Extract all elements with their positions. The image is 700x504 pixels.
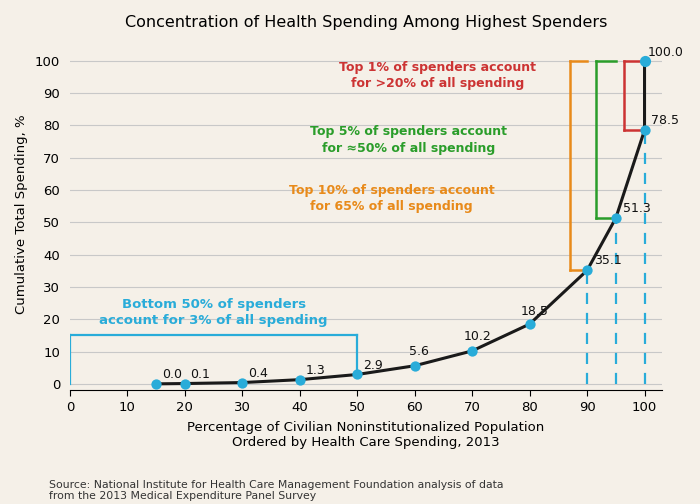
Text: 0.1: 0.1 <box>190 368 211 381</box>
Text: Source: National Institute for Health Care Management Foundation analysis of dat: Source: National Institute for Health Ca… <box>49 480 503 501</box>
Text: 0.0: 0.0 <box>162 368 182 381</box>
Text: 18.5: 18.5 <box>521 304 549 318</box>
Text: 0.4: 0.4 <box>248 367 268 380</box>
Point <box>237 379 248 387</box>
Text: 2.9: 2.9 <box>363 359 383 372</box>
Text: 51.3: 51.3 <box>623 202 650 215</box>
Point <box>179 380 190 388</box>
Point <box>639 126 650 134</box>
Text: Top 1% of spenders account
for >20% of all spending: Top 1% of spenders account for >20% of a… <box>340 60 536 90</box>
Text: 10.2: 10.2 <box>463 330 491 343</box>
Point <box>150 380 162 388</box>
Text: 5.6: 5.6 <box>409 345 429 358</box>
X-axis label: Percentage of Civilian Noninstitutionalized Population
Ordered by Health Care Sp: Percentage of Civilian Noninstitutionali… <box>187 421 545 449</box>
Text: Bottom 50% of spenders
account for 3% of all spending: Bottom 50% of spenders account for 3% of… <box>99 298 328 327</box>
Title: Concentration of Health Spending Among Highest Spenders: Concentration of Health Spending Among H… <box>125 15 607 30</box>
Point <box>294 375 305 384</box>
Text: 1.3: 1.3 <box>305 364 326 377</box>
Text: 78.5: 78.5 <box>652 114 680 127</box>
Point <box>610 214 622 222</box>
Text: Top 5% of spenders account
for ≈50% of all spending: Top 5% of spenders account for ≈50% of a… <box>310 125 508 155</box>
Text: 100.0: 100.0 <box>648 46 684 59</box>
Text: Top 10% of spenders account
for 65% of all spending: Top 10% of spenders account for 65% of a… <box>289 183 495 213</box>
Text: 35.1: 35.1 <box>594 254 622 267</box>
Point <box>582 267 593 275</box>
Point <box>524 320 536 328</box>
Point <box>409 362 420 370</box>
Point <box>351 370 363 379</box>
Point <box>639 56 650 65</box>
Point <box>466 347 477 355</box>
Y-axis label: Cumulative Total Spending, %: Cumulative Total Spending, % <box>15 114 28 314</box>
